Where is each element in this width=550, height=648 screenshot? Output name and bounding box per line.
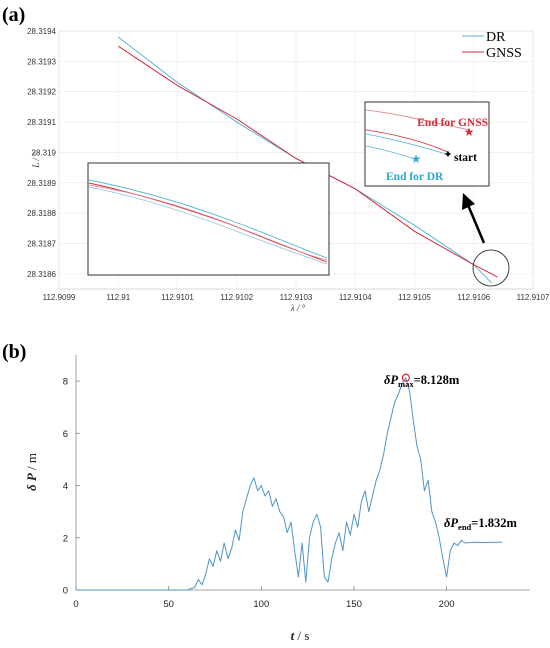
start-label: start bbox=[454, 152, 477, 164]
panel-a-x-tick-label: 112.9104 bbox=[339, 293, 372, 302]
panel-b-error-line bbox=[76, 377, 503, 591]
panel-a-y-ticks: 28.3194 28.3193 28.3192 28.3191 28.319 28.318… bbox=[27, 27, 56, 279]
inset-end-dr-line-2 bbox=[365, 145, 413, 159]
max-marker-circle bbox=[401, 373, 410, 382]
max-annotation-symbol: δP bbox=[384, 373, 398, 387]
panel-a-x-tick-label: 112.9101 bbox=[161, 293, 194, 302]
panel-a-label: (a) bbox=[2, 4, 25, 26]
panel-b-y-tick-label: 8 bbox=[63, 377, 68, 388]
panel-b-x-tick-label: 100 bbox=[253, 599, 269, 610]
panel-b-y-tick-label: 4 bbox=[63, 481, 68, 492]
panel-b-y-label: δ P / m bbox=[24, 453, 39, 491]
panel-a-y-tick-label: 28.319 bbox=[32, 148, 57, 157]
legend-dr-label: DR bbox=[486, 30, 506, 45]
panel-a-x-tick-label: 112.91 bbox=[106, 293, 130, 302]
inset-start-box bbox=[87, 162, 330, 276]
end-gnss-label: End for GNSS bbox=[417, 117, 488, 129]
end-dr-label: End for DR bbox=[386, 171, 444, 183]
panel-b-x-tick-label: 200 bbox=[439, 599, 455, 610]
panel-a-y-tick-label: 28.3188 bbox=[27, 209, 56, 218]
panel-b-y-tick-label: 0 bbox=[63, 586, 68, 597]
panel-b-x-tick-label: 0 bbox=[73, 599, 78, 610]
panel-b-y-ticks: 0 2 4 6 8 bbox=[63, 377, 80, 597]
panel-b-x-label-unit: / s bbox=[294, 628, 309, 643]
end-annotation-value: =1.832m bbox=[471, 516, 517, 530]
panel-b-x-label: t / s bbox=[291, 628, 310, 643]
panel-a-y-tick-label: 28.3192 bbox=[27, 88, 56, 97]
panel-a-x-tick-label: 112.9105 bbox=[398, 293, 431, 302]
panel-b-x-tick-label: 50 bbox=[163, 599, 174, 610]
inset-end-dr-line bbox=[365, 133, 447, 155]
panel-a-y-tick-label: 28.3187 bbox=[27, 239, 56, 248]
panel-a-y-tick-label: 28.3191 bbox=[27, 118, 56, 127]
inset-end-gnss-line bbox=[365, 109, 471, 131]
inset-start-gnss-line-2 bbox=[88, 184, 328, 261]
panel-b-y-tick-label: 2 bbox=[63, 533, 68, 544]
panel-a-x-tick-label: 112.9107 bbox=[517, 293, 550, 302]
end-annotation: δPend=1.832m bbox=[444, 516, 518, 532]
panel-b-x-ticks: 0 50 100 150 200 bbox=[73, 586, 455, 610]
inset-end-gnss-line-2 bbox=[365, 129, 449, 153]
panel-a-x-tick-label: 112.9099 bbox=[43, 293, 76, 302]
panel-a-x-tick-label: 112.9106 bbox=[457, 293, 490, 302]
panel-a-y-tick-label: 28.3194 bbox=[27, 27, 56, 36]
zoom-arrow-head-icon bbox=[462, 193, 475, 210]
end-annotation-sub: end bbox=[458, 522, 472, 532]
panel-a-legend: DR GNSS bbox=[462, 30, 522, 61]
panel-a-x-label: λ / ° bbox=[290, 303, 306, 313]
panel-b-label: (b) bbox=[2, 341, 26, 363]
panel-b-series bbox=[76, 377, 503, 591]
end-magnifier-circle bbox=[472, 249, 510, 287]
panel-a-y-tick-label: 28.3189 bbox=[27, 179, 56, 188]
legend-gnss-label: GNSS bbox=[486, 46, 522, 61]
end-gnss-star-icon: ★ bbox=[464, 125, 475, 139]
inset-end-zoom: ★ End for GNSS ✦ start ★ End for DR bbox=[364, 101, 490, 187]
panel-a-x-tick-label: 112.9102 bbox=[220, 293, 253, 302]
end-annotation-symbol: δP bbox=[444, 516, 458, 530]
zoom-arrow-shaft bbox=[466, 204, 486, 244]
inset-start-dr-line-2 bbox=[88, 186, 328, 265]
panel-b-y-tick-label: 6 bbox=[63, 429, 68, 440]
inset-start-zoom bbox=[87, 162, 330, 276]
panel-a-y-label: L / ° bbox=[31, 152, 41, 169]
panel-a-y-tick-label: 28.3186 bbox=[27, 270, 56, 279]
panel-a-y-tick-label: 28.3193 bbox=[27, 57, 56, 66]
panel-b-x-label-symbol: t bbox=[291, 628, 295, 643]
end-dr-star-icon: ★ bbox=[411, 152, 422, 166]
inset-start-dr-line bbox=[88, 179, 328, 259]
panel-b-x-tick-label: 150 bbox=[346, 599, 362, 610]
start-cross-icon: ✦ bbox=[443, 149, 452, 161]
max-annotation-sub: max bbox=[398, 379, 414, 389]
max-annotation: δPmax=8.128m bbox=[384, 373, 460, 389]
panel-a-plot: 112.9099 112.91 112.9101 112.9102 112.9103 11… bbox=[27, 27, 550, 313]
max-annotation-value: =8.128m bbox=[414, 373, 460, 387]
panel-b-y-label-symbol: δ P bbox=[24, 472, 39, 491]
panel-a-x-tick-label: 112.9103 bbox=[280, 293, 313, 302]
panel-b-y-label-unit: / m bbox=[24, 453, 39, 473]
panel-a-x-ticks: 112.9099 112.91 112.9101 112.9102 112.9103 11… bbox=[43, 293, 550, 302]
